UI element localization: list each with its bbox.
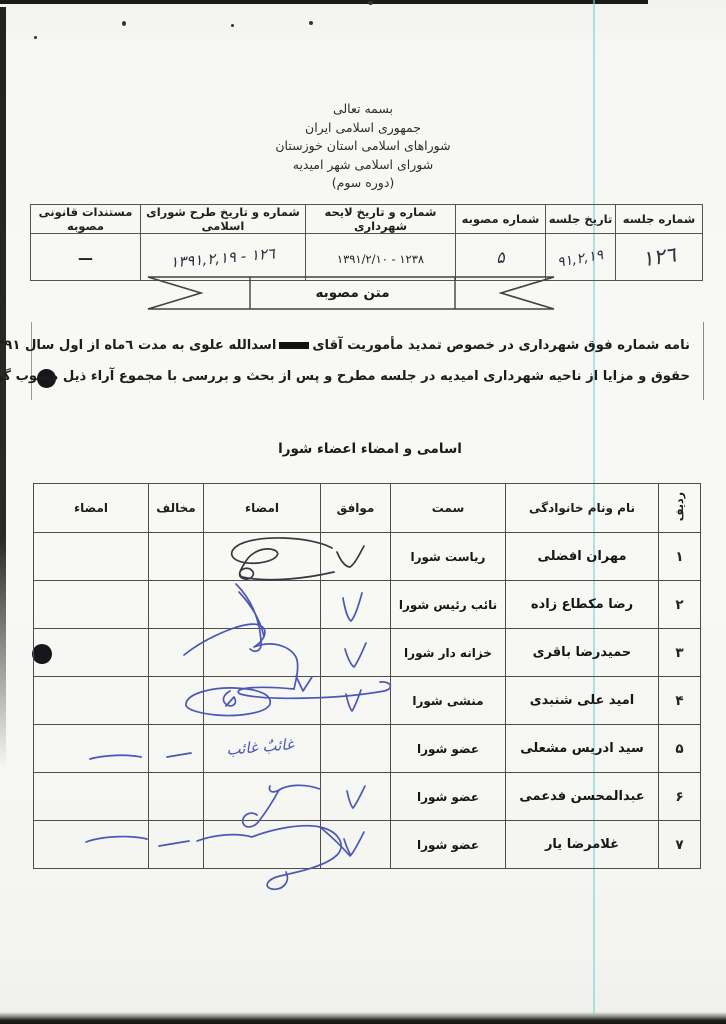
meta-value-session-no: ١٢٦ xyxy=(615,233,703,281)
resolution-banner-ribbon xyxy=(147,276,555,310)
header-signature: امضاء xyxy=(203,483,321,533)
scan-edge-left xyxy=(0,7,6,767)
member-row: ۶ عبدالمحسن فدعمی عضو شورا xyxy=(33,772,701,821)
letterhead-city-council: شورای اسلامی شهر امیدیه xyxy=(292,156,434,172)
body-line-2: حقوق و مزایا از ناحیه شهرداری امیدیه در … xyxy=(0,369,690,384)
meta-header-plan: شماره و تاریخ طرح شورای اسلامی xyxy=(140,204,306,234)
member-row: ۳ حمیدرضا باقری خزانه دار شورا xyxy=(33,628,701,677)
scan-edge-bottom xyxy=(0,1012,726,1024)
member-row: ۷ غلامرضا یار عضو شورا xyxy=(33,820,701,869)
header-name: نام ونام خانوادگی xyxy=(505,483,659,533)
member-row: ۵ سید ادریس مشعلی عضو شورا xyxy=(33,724,701,773)
letterhead: بسمه تعالی جمهوری اسلامی ایران شوراهای ا… xyxy=(0,100,726,193)
members-header-row: ردیف نام ونام خانوادگی سمت موافق امضاء م… xyxy=(33,483,701,533)
meta-value-legal-docs: — xyxy=(30,233,141,281)
resolution-body: نامه شماره فوق شهرداری در خصوص تمدید مأم… xyxy=(0,330,690,392)
letterhead-term: (دوره سوم) xyxy=(331,175,395,190)
member-row: ۲ رضا مکطاع زاده نائب رئیس شورا xyxy=(33,580,701,629)
header-row-no: ردیف xyxy=(658,483,701,533)
meta-header-legal-docs: مستندات قانونی مصوبه xyxy=(30,204,141,234)
scan-speck xyxy=(122,21,126,26)
meta-header-session-date: تاریخ جلسه xyxy=(545,204,616,234)
scan-speck xyxy=(34,36,37,39)
meta-value-session-date: ٩١,٢,١٩ xyxy=(545,233,616,281)
body-line-1: نامه شماره فوق شهرداری در خصوص تمدید مأم… xyxy=(0,338,690,353)
letterhead-province-councils: شوراهای اسلامی استان خوزستان xyxy=(275,138,451,153)
letterhead-basmala: بسمه تعالی xyxy=(332,101,394,116)
scan-speck xyxy=(231,24,234,27)
redaction-mark xyxy=(279,341,310,349)
body-text-box xyxy=(31,322,704,400)
resolution-meta-table: شماره جلسه تاریخ جلسه شماره مصوبه شماره … xyxy=(30,204,703,281)
header-agree: موافق xyxy=(320,483,391,533)
scan-edge-top xyxy=(0,0,648,4)
meta-header-session-no: شماره جلسه xyxy=(615,204,703,234)
meta-header-resolution-no: شماره مصوبه xyxy=(455,204,546,234)
member-row: ۱ مهران افضلی ریاست شورا xyxy=(33,532,701,581)
meta-value-plan: ١٢٦ - ١٣٩١,٢,١٩ xyxy=(140,233,306,281)
meta-header-bill: شماره و تاریخ لایحه شهرداری xyxy=(305,204,456,234)
header-oppose: مخالف xyxy=(148,483,204,533)
scan-speck xyxy=(309,21,313,25)
members-section-title: اسامی و امضاء اعضاء شورا xyxy=(278,441,462,457)
header-position: سمت xyxy=(390,483,506,533)
banner-title: متن مصوبه xyxy=(315,285,390,301)
members-signature-table: ردیف نام ونام خانوادگی سمت موافق امضاء م… xyxy=(33,483,701,869)
meta-value-bill: ١٢٣٨ - ١٣٩١/٢/١٠ xyxy=(305,233,456,281)
meta-value-resolution-no: ۵ xyxy=(455,233,546,281)
hole-punch-mark xyxy=(37,369,56,388)
letterhead-country: جمهوری اسلامی ایران xyxy=(305,119,421,135)
member-row: ۴ امید علی شنبدی منشی شورا xyxy=(33,676,701,725)
scan-speck xyxy=(368,1,373,5)
header-signature-2: امضاء xyxy=(33,483,149,533)
